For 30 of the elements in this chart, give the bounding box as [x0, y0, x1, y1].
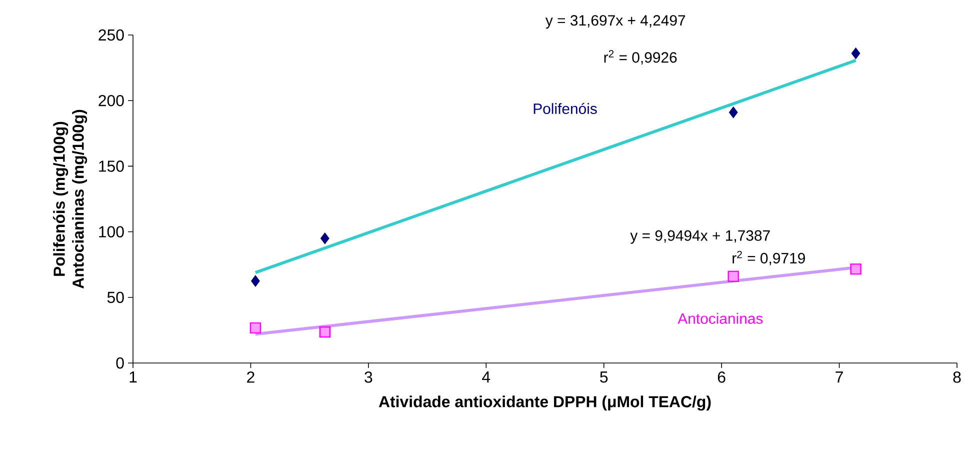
text: Antocianinas: [678, 312, 763, 324]
x-axis-title: Atividade antioxidante DPPH (μMol TEAC/g): [378, 396, 711, 411]
x-tick-label: 3: [364, 372, 372, 383]
y-tick-label: 0: [116, 357, 124, 369]
point: [251, 275, 260, 287]
point: [728, 106, 738, 118]
point: [851, 48, 860, 59]
point: [320, 232, 330, 244]
annotation: r$^{2}$ = 0,9926: [604, 50, 677, 64]
x-tick-label: 8: [953, 372, 961, 383]
annotation: y = 9,9494x + 1,7387: [630, 230, 770, 244]
y-tick-label: 50: [107, 292, 124, 304]
point: [319, 326, 330, 338]
point: [728, 270, 739, 282]
y-tick-label: 200: [98, 94, 124, 106]
y-tick-label: 100: [99, 226, 124, 238]
text: y = 31,697x + 4,2497: [545, 15, 686, 29]
point: [850, 263, 862, 275]
point: [250, 322, 262, 334]
x-tick-label: 7: [836, 372, 843, 382]
y-tick-label: 250: [98, 29, 124, 41]
y-axis-title: Polifenóis (mg/100g) Antocianinas (mg/100g): [53, 110, 88, 288]
x-tick-label: 5: [600, 372, 608, 383]
x-tick-label: 1: [130, 372, 137, 382]
annotation: r$^{2}$ = 0,9719: [732, 250, 805, 266]
x-tick-label: 2: [247, 372, 254, 383]
x-tick-label: 6: [718, 372, 726, 383]
text: Polifenóis: [534, 102, 597, 114]
x-tick-label: 4: [482, 372, 490, 382]
y-tick-label: 150: [99, 160, 124, 172]
